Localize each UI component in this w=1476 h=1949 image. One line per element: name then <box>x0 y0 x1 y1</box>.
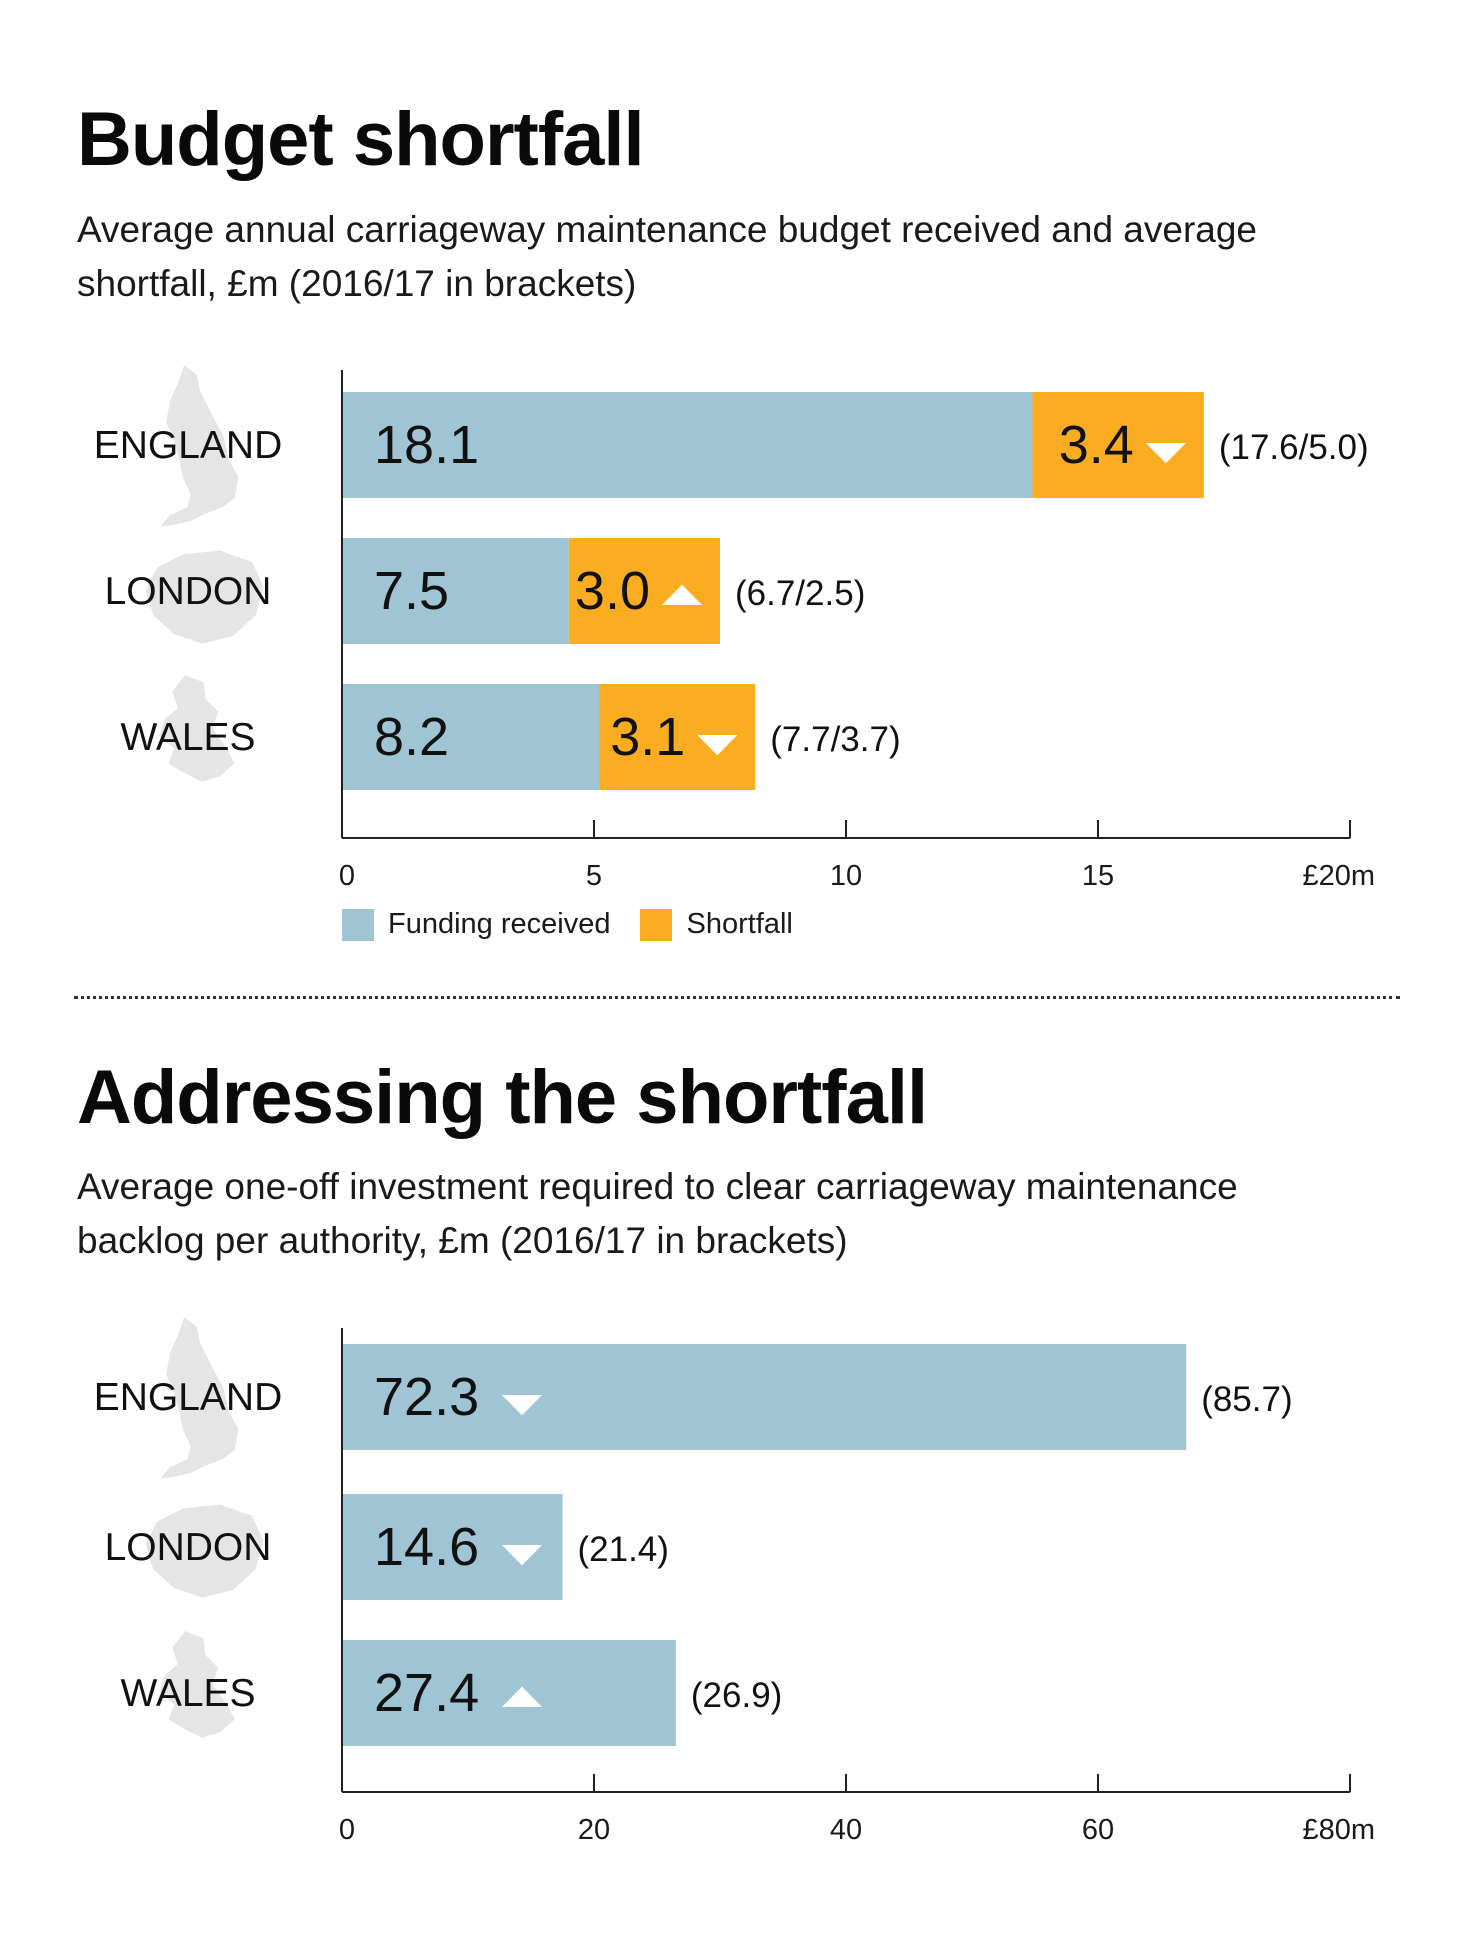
page-title: Budget shortfall <box>77 97 645 182</box>
legend-label-shortfall: Shortfall <box>686 908 793 940</box>
wales-map-icon <box>159 675 235 782</box>
funding-bar-wales <box>342 1640 676 1746</box>
arrow-up-icon-london <box>662 584 702 605</box>
x-tick-label-10: 10 <box>830 860 862 892</box>
wales-map-icon-shape <box>159 675 235 782</box>
value-label-england: 72.3 <box>374 1367 479 1427</box>
backlog-investment-chart: ENGLAND 72.3 (85.7) LONDON 14.6 (21.4) WALES 27… <box>94 1317 1375 1846</box>
england-map-icon-shape <box>160 365 239 527</box>
category-label-london: LONDON <box>105 1526 272 1569</box>
previous-value-label-london: (21.4) <box>578 1530 669 1569</box>
budget-shortfall-chart: ENGLAND 18.1 3.4 (17.6/5.0) LONDON 7.5 3.0 (6.7… <box>94 365 1375 892</box>
funding-bar-england <box>342 392 1033 498</box>
value-label-london: 7.5 <box>374 561 449 621</box>
arrow-up-icon-wales <box>502 1686 542 1707</box>
value-label-england: 18.1 <box>374 415 479 475</box>
wales-map-icon <box>159 1631 235 1738</box>
legend-item-funding: Funding received <box>342 908 610 941</box>
x-tick-label-0: 0 <box>339 1814 355 1846</box>
chart-legend: Funding received Shortfall <box>342 908 823 941</box>
funding-bar-england <box>342 1344 1187 1450</box>
london-map-icon-shape <box>145 1504 264 1598</box>
category-label-london: LONDON <box>105 570 272 613</box>
x-tick-label-20: 20 <box>578 1814 610 1846</box>
wales-map-icon-shape <box>159 1631 235 1738</box>
x-tick-label-40: 40 <box>830 1814 862 1846</box>
category-label-england: ENGLAND <box>94 1376 283 1419</box>
previous-value-label-wales: (7.7/3.7) <box>770 720 900 759</box>
funding-bar-london <box>342 538 569 644</box>
section-divider <box>74 996 1400 999</box>
previous-value-label-england: (17.6/5.0) <box>1219 428 1369 467</box>
chart-subtitle: Average annual carriageway maintenance b… <box>77 209 1258 304</box>
previous-value-label-wales: (26.9) <box>691 1676 782 1715</box>
x-tick-label-60: 60 <box>1082 1814 1114 1846</box>
section-title: Addressing the shortfall <box>77 1055 928 1140</box>
x-tick-label-15: 15 <box>1082 860 1114 892</box>
london-map-icon-shape <box>145 550 264 644</box>
previous-value-label-england: (85.7) <box>1201 1380 1292 1419</box>
shortfall-bar-london <box>568 538 720 644</box>
x-tick-label-5: 5 <box>586 860 602 892</box>
shortfall-value-england: 3.4 <box>1059 415 1134 475</box>
london-map-icon <box>145 1504 264 1598</box>
legend-item-shortfall: Shortfall <box>640 908 793 941</box>
england-map-icon-shape <box>160 1317 239 1479</box>
legend-swatch-shortfall <box>640 908 673 941</box>
value-label-wales: 27.4 <box>374 1663 479 1723</box>
x-tick-label-20: £20m <box>1302 860 1375 892</box>
x-tick-label-0: 0 <box>339 860 355 892</box>
england-map-icon <box>160 365 239 527</box>
x-tick-label-80: £80m <box>1302 1814 1375 1846</box>
value-label-london: 14.6 <box>374 1517 479 1577</box>
category-label-wales: WALES <box>120 1672 255 1715</box>
arrow-down-icon-england <box>502 1395 542 1416</box>
previous-value-label-london: (6.7/2.5) <box>735 574 865 613</box>
arrow-down-icon-wales <box>697 735 738 756</box>
arrow-down-icon-london <box>502 1545 542 1566</box>
category-label-wales: WALES <box>120 716 255 759</box>
arrow-down-icon-england <box>1145 443 1186 464</box>
category-label-england: ENGLAND <box>94 424 283 467</box>
legend-label-funding: Funding received <box>388 908 611 940</box>
shortfall-value-wales: 3.1 <box>610 707 685 767</box>
value-label-wales: 8.2 <box>374 707 449 767</box>
legend-swatch-funding <box>342 908 374 941</box>
shortfall-value-london: 3.0 <box>575 561 650 621</box>
london-map-icon <box>145 550 264 644</box>
england-map-icon <box>160 1317 239 1479</box>
funding-bar-wales <box>342 684 600 790</box>
chart-subtitle-2: Average one-off investment required to c… <box>77 1166 1238 1261</box>
